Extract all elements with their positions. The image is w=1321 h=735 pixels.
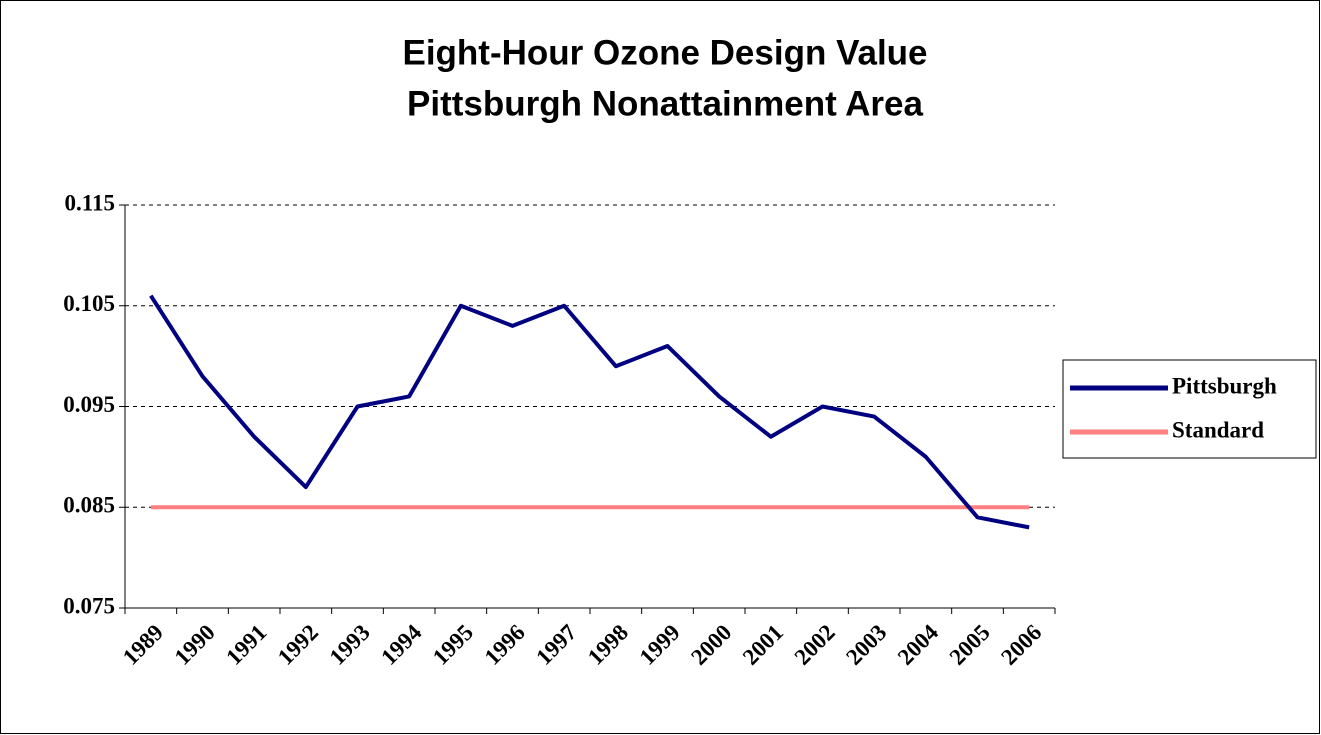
legend-label: Pittsburgh	[1172, 373, 1277, 398]
series-line	[149, 294, 1030, 530]
y-tick-label: 0.075	[63, 593, 115, 618]
y-tick-label: 0.105	[63, 291, 115, 316]
chart-title: Pittsburgh Nonattainment Area	[407, 84, 923, 123]
legend-label: Standard	[1172, 417, 1264, 442]
chart-title: Eight-Hour Ozone Design Value	[402, 33, 927, 72]
y-tick-label: 0.095	[63, 392, 115, 417]
y-tick-label: 0.115	[65, 190, 115, 215]
legend-box	[1062, 359, 1317, 459]
y-tick-label: 0.085	[63, 493, 115, 518]
